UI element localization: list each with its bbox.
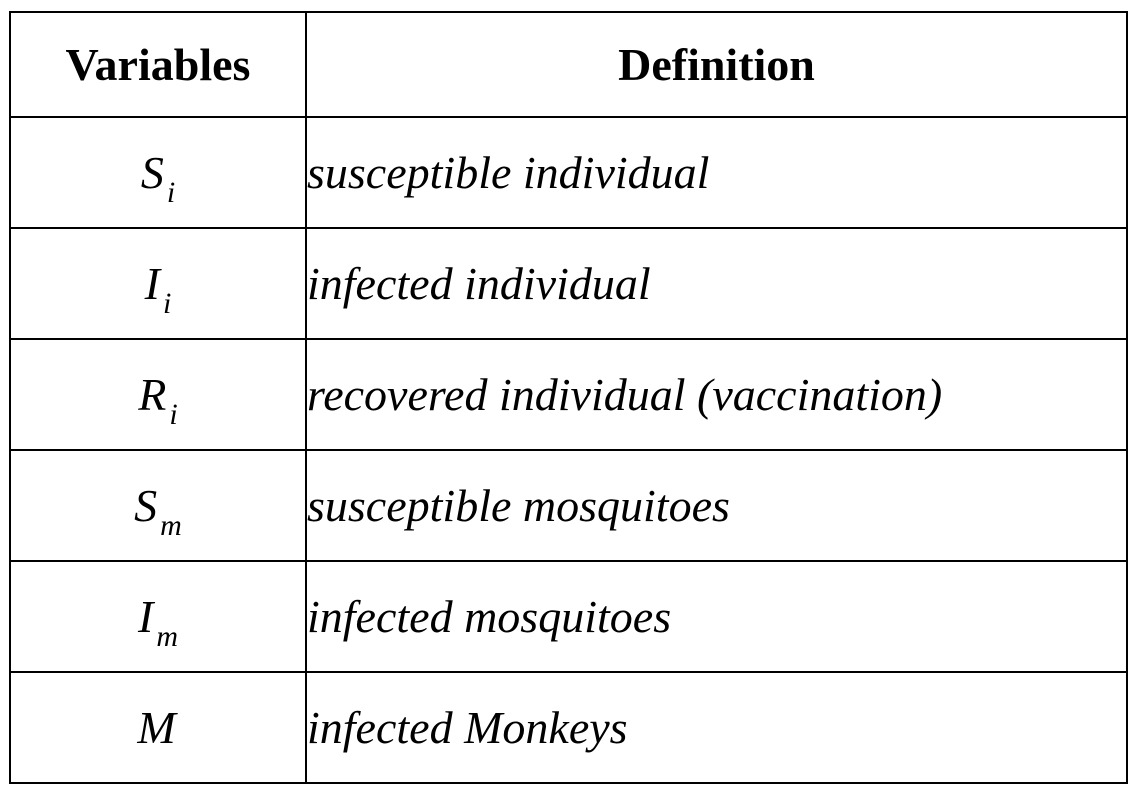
definition-cell: recovered individual (vaccination) [305,338,1128,451]
variable-subscript: i [169,398,178,431]
variable-subscript: m [156,620,178,653]
variable-symbol: I [144,258,160,309]
variable-symbol: M [137,702,176,753]
variable-cell: M [9,671,307,784]
definition-cell: infected Monkeys [305,671,1128,784]
table-row: M infected Monkeys [9,671,1128,784]
variable-symbol: I [138,591,154,642]
variable-subscript: m [160,509,182,542]
definition-cell: susceptible mosquitoes [305,449,1128,562]
header-definition: Definition [305,11,1128,118]
variable-subscript: i [166,176,176,209]
definition-cell: susceptible individual [305,116,1128,229]
variable-symbol: S [140,147,164,198]
definition-cell: infected mosquitoes [305,560,1128,673]
header-variables: Variables [9,11,307,118]
variable-symbol: R [138,369,167,420]
variable-symbol: S [134,480,158,531]
definition-cell: infected individual [305,227,1128,340]
variable-subscript: i [162,287,172,320]
table-header-row: Variables Definition [9,11,1128,118]
